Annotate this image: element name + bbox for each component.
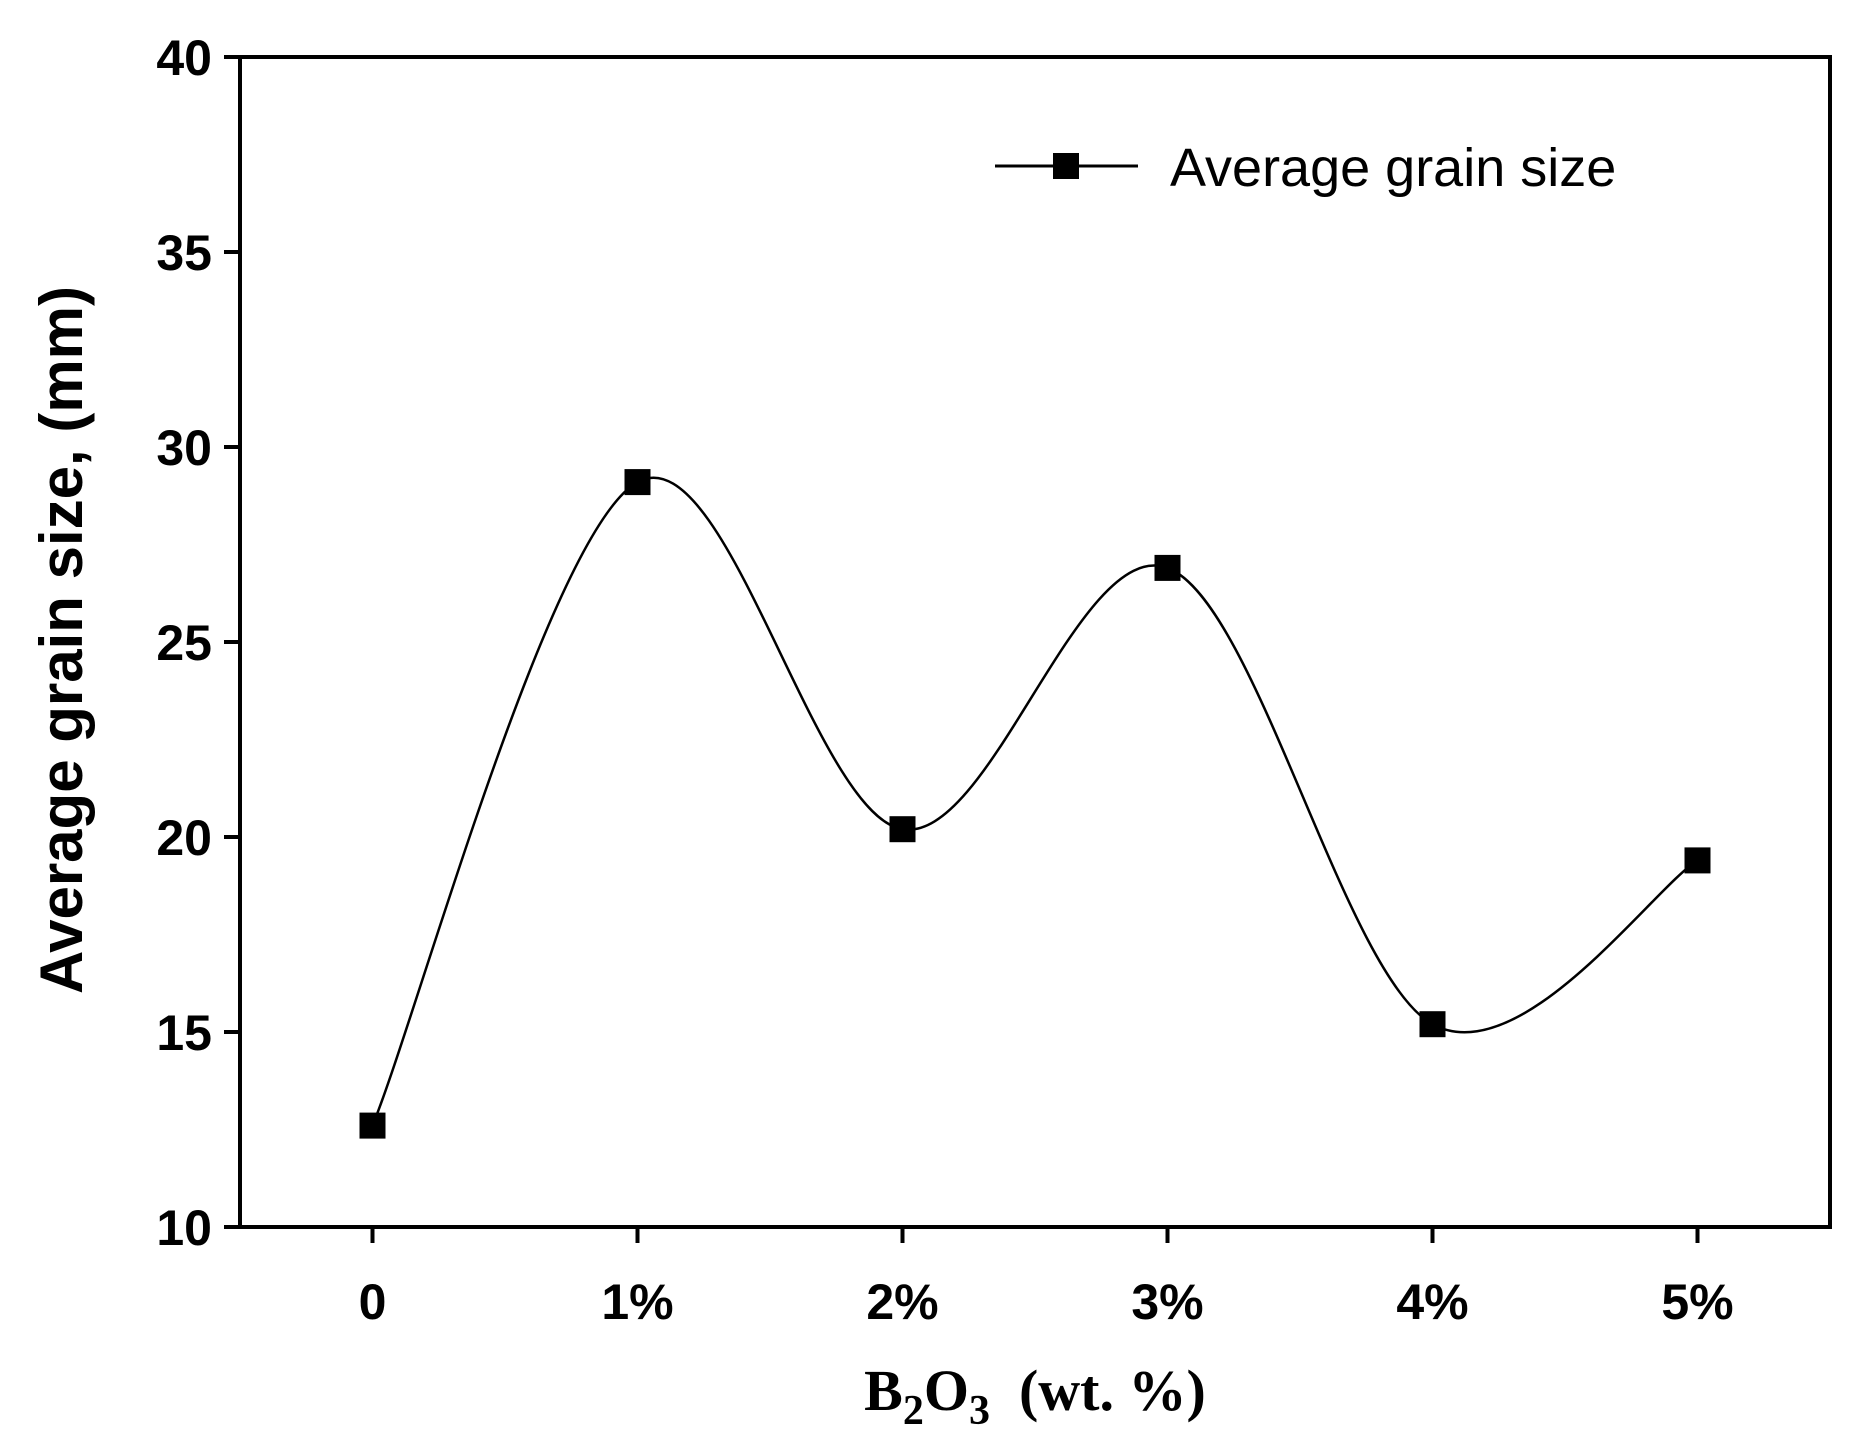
y-tick-label: 25 bbox=[156, 615, 212, 671]
y-tick-label: 30 bbox=[156, 420, 212, 476]
series-line-average-grain-size bbox=[371, 476, 1699, 1127]
x-tick-label: 4% bbox=[1396, 1274, 1468, 1330]
x-tick-label: 0 bbox=[359, 1274, 387, 1330]
y-tick-label: 20 bbox=[156, 810, 212, 866]
x-axis-ticks: 0 1% 2% 3% 4% 5% bbox=[359, 1227, 1734, 1330]
x-axis-label-mid: O bbox=[924, 1358, 969, 1423]
y-tick-label: 35 bbox=[156, 225, 212, 281]
y-axis-label: Average grain size, (mm) bbox=[28, 286, 95, 994]
data-point-5 bbox=[1684, 847, 1711, 874]
x-tick-label: 1% bbox=[601, 1274, 673, 1330]
legend-label: Average grain size bbox=[1170, 138, 1616, 198]
data-point-2 bbox=[889, 816, 916, 843]
x-axis-label-rest: (wt. %) bbox=[990, 1358, 1206, 1423]
y-tick-label: 10 bbox=[156, 1200, 212, 1256]
legend: Average grain size bbox=[995, 138, 1616, 198]
legend-marker bbox=[1053, 153, 1079, 179]
data-point-3 bbox=[1154, 554, 1181, 581]
data-point-0 bbox=[359, 1112, 386, 1139]
x-axis-label-base: B bbox=[864, 1358, 903, 1423]
y-axis-ticks: 10 15 20 25 30 35 40 bbox=[156, 30, 240, 1256]
x-axis-label-sub1: 2 bbox=[903, 1388, 924, 1434]
x-tick-label: 5% bbox=[1661, 1274, 1733, 1330]
plot-area-frame bbox=[238, 55, 1832, 1229]
y-tick-label: 15 bbox=[156, 1005, 212, 1061]
series-markers bbox=[359, 469, 1711, 1139]
x-tick-label: 3% bbox=[1131, 1274, 1203, 1330]
x-axis-label-sub2: 3 bbox=[969, 1388, 990, 1434]
x-tick-label: 2% bbox=[866, 1274, 938, 1330]
x-axis-label: B2O3 (wt. %) bbox=[864, 1358, 1206, 1434]
y-tick-label: 40 bbox=[156, 30, 212, 86]
data-point-1 bbox=[624, 469, 651, 496]
data-point-4 bbox=[1419, 1011, 1446, 1038]
